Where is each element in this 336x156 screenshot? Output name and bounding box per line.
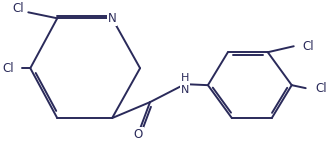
Text: N: N [108, 12, 117, 25]
Text: H
N: H N [181, 73, 189, 95]
Text: O: O [133, 128, 143, 141]
Text: Cl: Cl [12, 2, 24, 15]
Text: Cl: Cl [3, 62, 14, 75]
Text: Cl: Cl [302, 40, 313, 53]
Text: Cl: Cl [316, 82, 328, 95]
